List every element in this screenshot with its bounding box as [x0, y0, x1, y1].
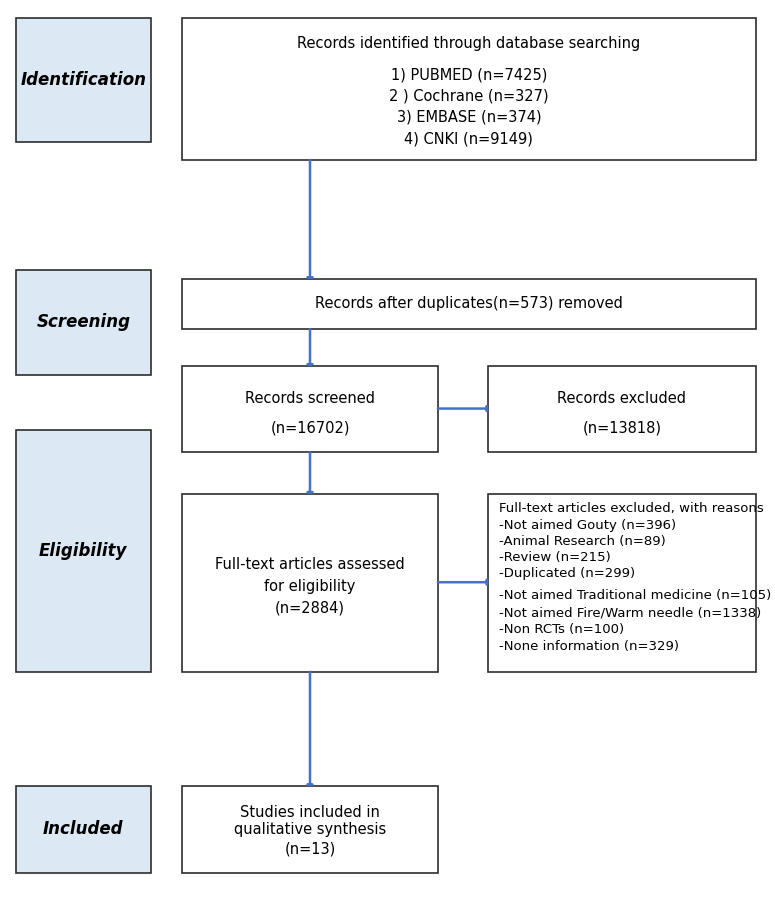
Bar: [16, 430, 151, 672]
Bar: [488, 366, 756, 452]
Text: Studies included in: Studies included in: [240, 804, 380, 820]
Text: (n=13): (n=13): [284, 841, 336, 856]
Text: -Animal Research (n=89): -Animal Research (n=89): [499, 536, 666, 548]
Text: -Not aimed Fire/Warm needle (n=1338): -Not aimed Fire/Warm needle (n=1338): [499, 607, 761, 620]
Text: Eligibility: Eligibility: [39, 542, 128, 559]
Text: -Duplicated (n=299): -Duplicated (n=299): [499, 568, 635, 580]
Text: -Review (n=215): -Review (n=215): [499, 551, 611, 564]
Text: (n=2884): (n=2884): [275, 600, 345, 615]
Text: Records after duplicates(n=573) removed: Records after duplicates(n=573) removed: [315, 296, 623, 312]
Text: Full-text articles assessed: Full-text articles assessed: [215, 558, 405, 572]
Text: Records screened: Records screened: [245, 391, 375, 406]
Bar: [182, 786, 438, 873]
Text: Records identified through database searching: Records identified through database sear…: [298, 37, 640, 51]
Bar: [16, 18, 151, 142]
Text: Records excluded: Records excluded: [557, 391, 687, 406]
Text: 4) CNKI (n=9149): 4) CNKI (n=9149): [405, 132, 533, 146]
Text: 2 ) Cochrane (n=327): 2 ) Cochrane (n=327): [389, 89, 549, 103]
Text: -None information (n=329): -None information (n=329): [499, 641, 679, 654]
Bar: [182, 18, 756, 160]
Text: Screening: Screening: [36, 314, 130, 331]
Text: Full-text articles excluded, with reasons: Full-text articles excluded, with reason…: [499, 502, 763, 515]
Bar: [16, 786, 151, 873]
Text: qualitative synthesis: qualitative synthesis: [234, 822, 386, 837]
Text: Included: Included: [43, 821, 123, 838]
Bar: [488, 494, 756, 672]
Text: -Non RCTs (n=100): -Non RCTs (n=100): [499, 623, 624, 636]
Text: 3) EMBASE (n=374): 3) EMBASE (n=374): [397, 110, 541, 125]
Text: for eligibility: for eligibility: [264, 579, 356, 594]
Bar: [182, 366, 438, 452]
Text: (n=13818): (n=13818): [583, 420, 661, 436]
Bar: [182, 494, 438, 672]
Text: -Not aimed Traditional medicine (n=105): -Not aimed Traditional medicine (n=105): [499, 589, 771, 601]
Text: -Not aimed Gouty (n=396): -Not aimed Gouty (n=396): [499, 519, 676, 532]
Bar: [16, 270, 151, 375]
Text: 1) PUBMED (n=7425): 1) PUBMED (n=7425): [391, 68, 547, 82]
Text: Identification: Identification: [20, 71, 146, 89]
Text: (n=16702): (n=16702): [270, 420, 350, 436]
Bar: [182, 279, 756, 329]
